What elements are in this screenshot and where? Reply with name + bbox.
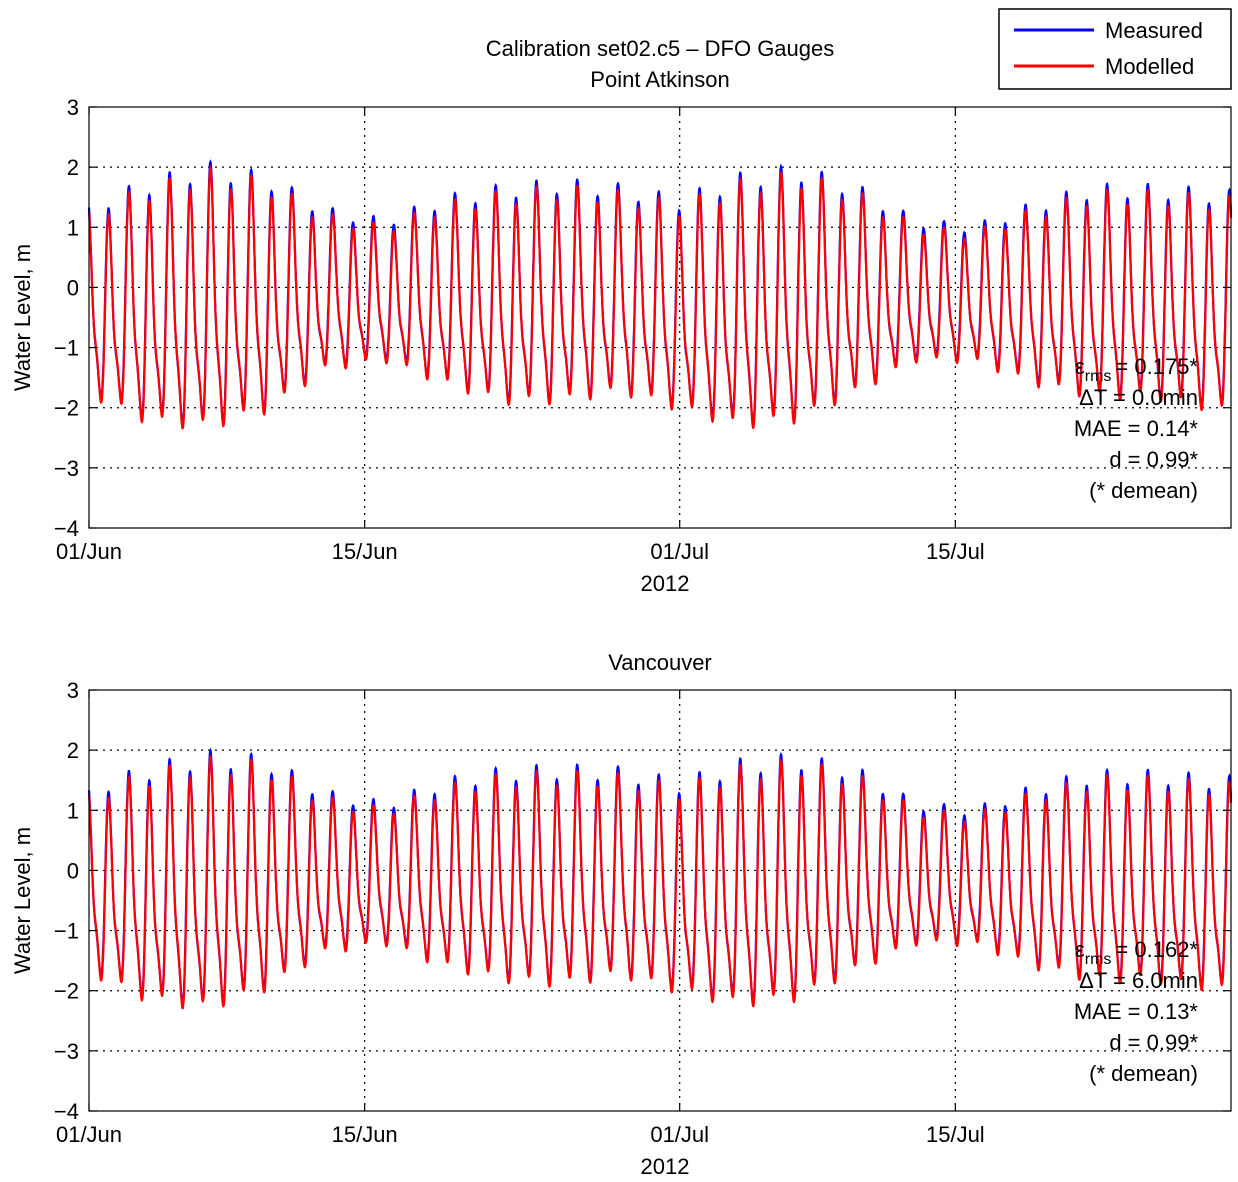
y-tick-label: −1 (54, 336, 79, 361)
legend: Measured Modelled (998, 8, 1232, 90)
x-axis-label: 2012 (641, 1154, 690, 1179)
ticks: 3 2 1 0 −1 −2 −3 −401/Jun 15/Jun 01/Jul 15/Jul (54, 678, 1231, 1147)
y-tick-label: 1 (67, 798, 79, 823)
d-annotation: d = 0.99* (1109, 1030, 1198, 1055)
mae-annotation: MAE = 0.13* (1074, 999, 1199, 1024)
panel-title: Vancouver (608, 650, 712, 675)
modelled-series-line (87, 165, 1233, 430)
y-tick-label: −2 (54, 979, 79, 1004)
grid (89, 107, 1231, 528)
panel-vancouver: Vancouver 3 2 1 0 −1 −2 −3 −401/Jun 15/Jun 01/Jul… (10, 650, 1233, 1179)
legend-measured-label: Measured (1105, 18, 1203, 43)
x-tick-label: 15/Jun (332, 1122, 398, 1147)
x-tick-label: 15/Jul (926, 1122, 985, 1147)
demean-note: (* demean) (1089, 1061, 1198, 1086)
y-tick-label: 0 (67, 858, 79, 883)
y-tick-label: −1 (54, 919, 79, 944)
axes-frame (88, 106, 1232, 529)
erms-value: = 0.162* (1115, 937, 1198, 962)
d-annotation: d = 0.99* (1109, 447, 1198, 472)
dt-annotation: ΔT = 6.0min (1079, 968, 1198, 993)
y-tick-label: −3 (54, 456, 79, 481)
x-tick-label: 15/Jul (926, 539, 985, 564)
series-layer (87, 747, 1233, 1010)
erms-subscript: rms (1085, 951, 1112, 968)
x-tick-label: 01/Jun (56, 539, 122, 564)
grid (89, 690, 1231, 1111)
x-axis-label: 2012 (641, 571, 690, 596)
series-layer (87, 159, 1233, 430)
y-tick-label: −4 (54, 516, 79, 541)
x-tick-label: 01/Jul (650, 1122, 709, 1147)
y-tick-label: −3 (54, 1039, 79, 1064)
modelled-series-line (87, 754, 1233, 1010)
erms-symbol: ε (1075, 937, 1085, 962)
legend-modelled-label: Modelled (1105, 54, 1194, 79)
demean-note: (* demean) (1089, 478, 1198, 503)
erms-annotation: εrms = 0.162* (1075, 937, 1198, 968)
dt-annotation: ΔT = 0.0min (1079, 385, 1198, 410)
y-tick-label: −2 (54, 396, 79, 421)
y-axis-label: Water Level, m (10, 827, 35, 974)
y-tick-label: −4 (54, 1099, 79, 1124)
panel-title: Point Atkinson (590, 67, 729, 92)
x-tick-label: 01/Jul (650, 539, 709, 564)
x-tick-label: 15/Jun (332, 539, 398, 564)
erms-subscript: rms (1085, 368, 1112, 385)
mae-annotation: MAE = 0.14* (1074, 416, 1199, 441)
y-tick-label: 0 (67, 275, 79, 300)
panel-point-atkinson: Point Atkinson 3 2 1 0 −1 −2 −3 −401/Jun 15/Jun 0… (10, 67, 1233, 596)
stats-annotation: εrms = 0.175* ΔT = 0.0min MAE = 0.14* d =… (1074, 354, 1199, 503)
erms-symbol: ε (1075, 354, 1085, 379)
stats-annotation: εrms = 0.162* ΔT = 6.0min MAE = 0.13* d =… (1074, 937, 1199, 1086)
y-tick-label: 3 (67, 678, 79, 703)
y-axis-label: Water Level, m (10, 244, 35, 391)
x-tick-label: 01/Jun (56, 1122, 122, 1147)
ticks: 3 2 1 0 −1 −2 −3 −401/Jun 15/Jun 01/Jul 15/Jul (54, 95, 1231, 564)
erms-value: = 0.175* (1115, 354, 1198, 379)
figure-title: Calibration set02.c5 – DFO Gauges (486, 36, 835, 61)
y-tick-label: 2 (67, 738, 79, 763)
axes-frame (88, 689, 1232, 1112)
y-tick-label: 2 (67, 155, 79, 180)
legend-box (998, 8, 1232, 90)
erms-annotation: εrms = 0.175* (1075, 354, 1198, 385)
y-tick-label: 3 (67, 95, 79, 120)
y-tick-label: 1 (67, 215, 79, 240)
